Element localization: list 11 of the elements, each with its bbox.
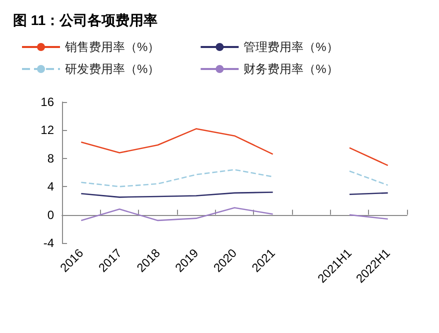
y-tick-label: -4 [43,236,54,250]
y-tick-label: 4 [47,180,54,194]
legend-label: 财务费用率（%） [244,62,338,76]
y-tick-label: 0 [47,208,54,222]
y-tick-label: 16 [40,95,54,109]
chart-title: 图 11：公司各项费用率 [13,12,158,28]
y-tick-label: 12 [40,123,54,138]
legend-label: 管理费用率（%） [244,40,338,54]
legend-label: 销售费用率（%） [64,40,160,54]
legend-label: 研发费用率（%） [65,62,160,76]
y-tick-label: 8 [47,151,54,166]
